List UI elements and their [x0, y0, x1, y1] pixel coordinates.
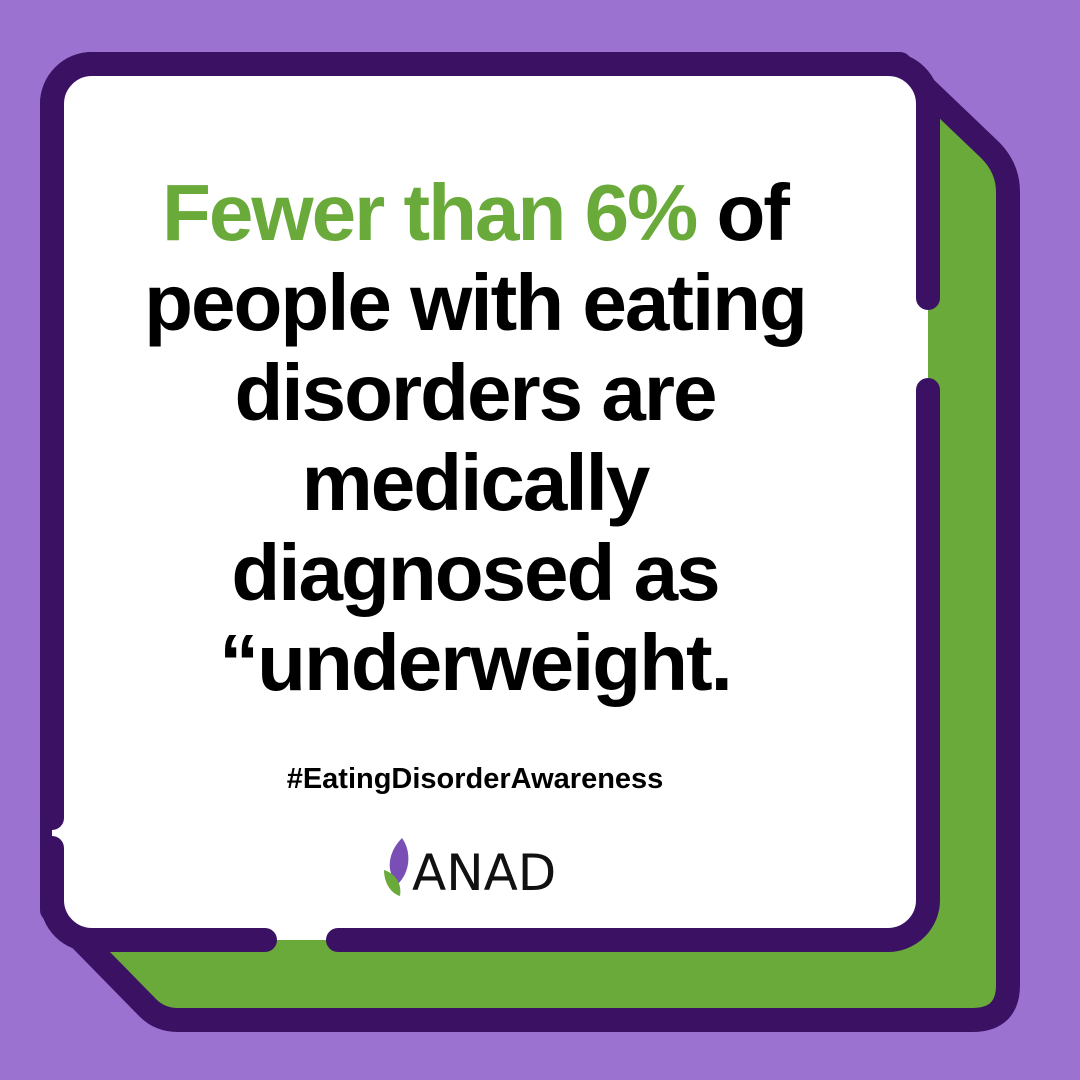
hashtag: #EatingDisorderAwareness: [287, 763, 664, 795]
headline-line: people with eating: [144, 258, 806, 347]
outline-segment: [40, 52, 940, 830]
headline-line: diagnosed as: [231, 528, 718, 617]
headline-text: of: [716, 168, 790, 257]
highlight: Fewer than 6%: [162, 168, 697, 257]
outline-segment: [40, 836, 277, 952]
logo: ANAD: [384, 838, 556, 902]
headline-text: [696, 168, 716, 257]
headline-line: Fewer than 6% of: [162, 168, 790, 257]
card: [52, 64, 928, 940]
outline-segment: [326, 378, 940, 952]
headline: Fewer than 6% of people with eatingdisor…: [144, 168, 808, 707]
headline-line: disorders are: [235, 348, 716, 437]
card-outline: [40, 52, 940, 952]
logo-leaf: [389, 838, 409, 884]
headline-line: “underweight.: [219, 618, 731, 707]
logo-leaf: [384, 870, 401, 896]
logo-text: ANAD: [412, 844, 556, 902]
headline-line: medically: [302, 438, 651, 527]
